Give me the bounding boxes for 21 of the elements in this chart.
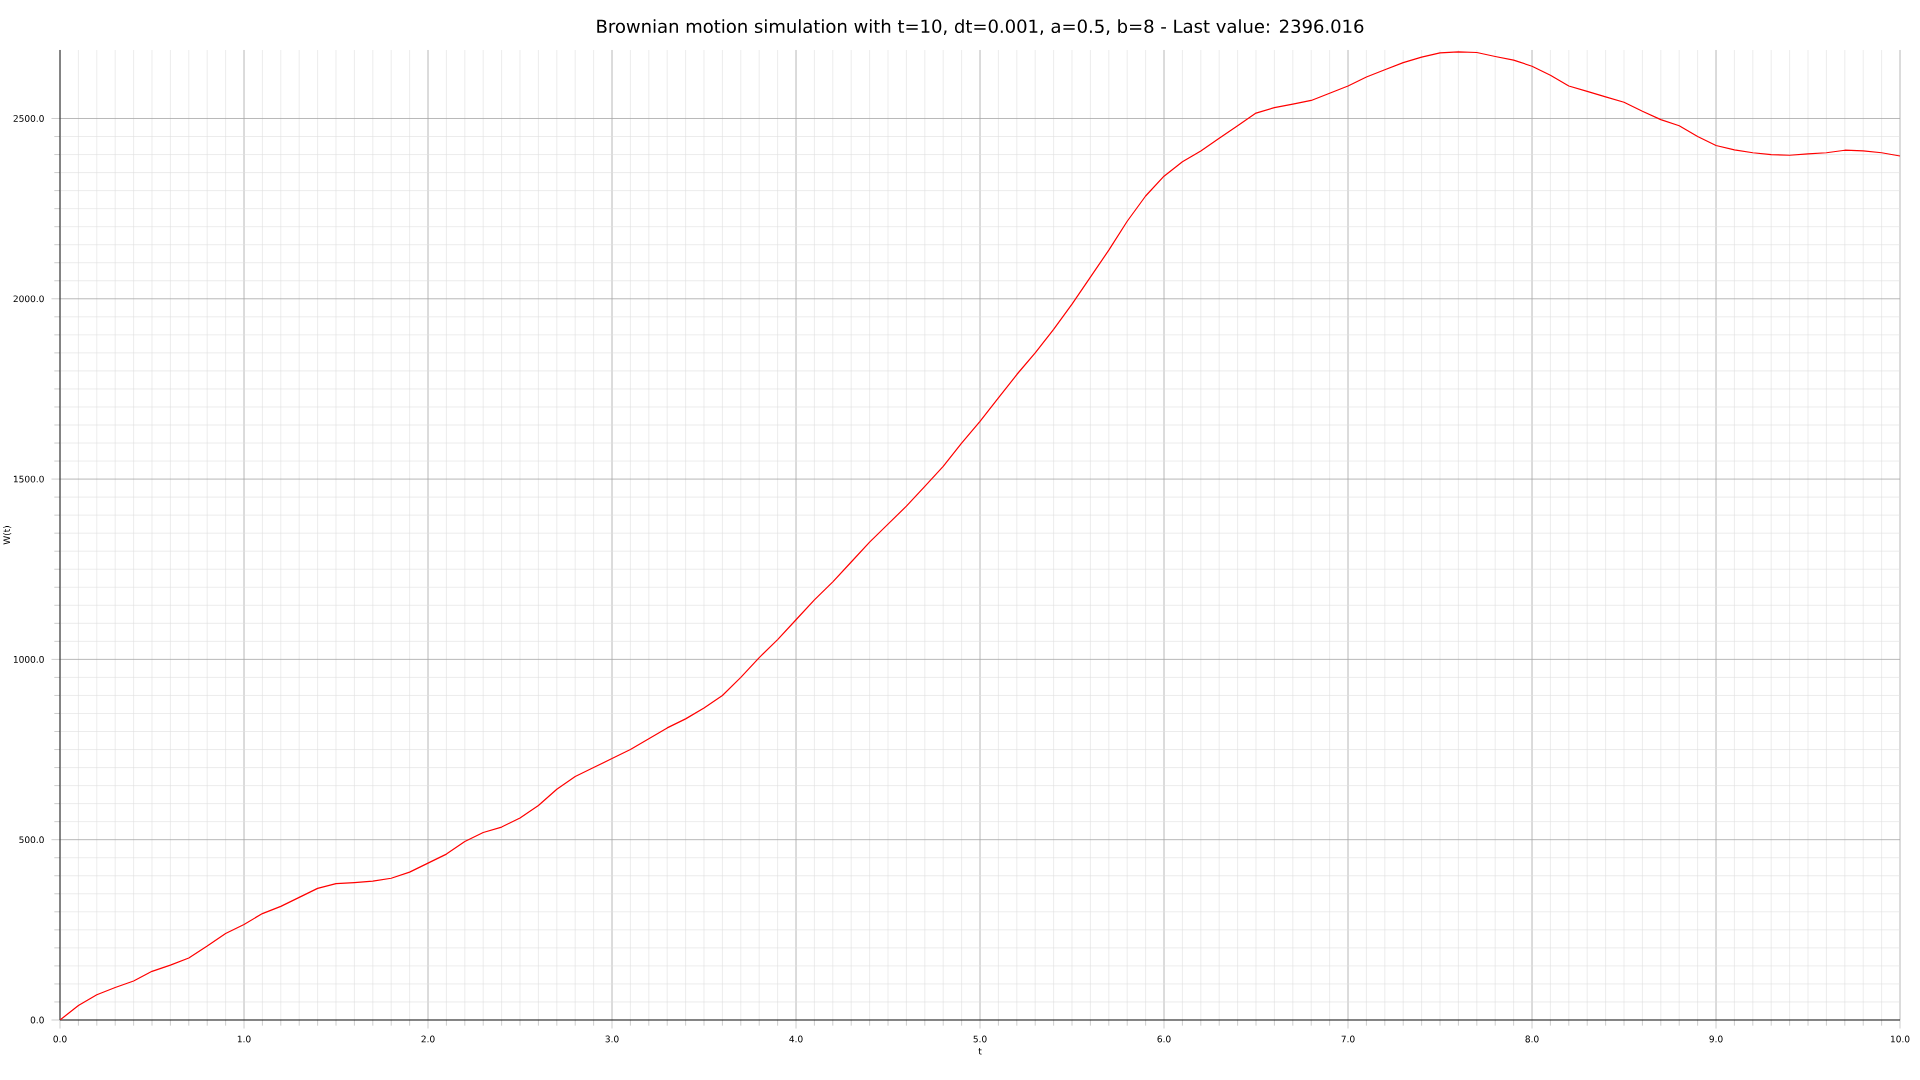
y-axis-title: W(t) bbox=[3, 526, 12, 545]
y-tick-label: 2000.0 bbox=[13, 295, 44, 303]
y-tick-label: 0.0 bbox=[30, 1016, 44, 1024]
x-tick-label: 2.0 bbox=[421, 1035, 435, 1043]
x-tick-label: 0.0 bbox=[53, 1035, 67, 1043]
x-axis-title: t bbox=[978, 1048, 982, 1055]
y-tick-label: 1000.0 bbox=[13, 655, 44, 663]
y-tick-label: 500.0 bbox=[19, 836, 44, 844]
x-tick-label: 3.0 bbox=[605, 1035, 619, 1043]
x-tick-label: 8.0 bbox=[1525, 1035, 1539, 1043]
x-tick-label: 1.0 bbox=[237, 1035, 251, 1043]
y-tick-label: 1500.0 bbox=[13, 475, 44, 483]
x-tick-label: 9.0 bbox=[1709, 1035, 1723, 1043]
x-tick-label: 5.0 bbox=[973, 1035, 987, 1043]
y-tick-label: 2500.0 bbox=[13, 115, 44, 122]
x-tick-label: 6.0 bbox=[1157, 1035, 1171, 1043]
chart-title: Brownian motion simulation with t=10, dt=0.001, a=0.5, b=8 - Last value: 2396.016 bbox=[597, 19, 1364, 35]
x-tick-label: 10.0 bbox=[1891, 1035, 1910, 1043]
line-series bbox=[60, 51, 1901, 1020]
x-tick-label: 7.0 bbox=[1341, 1035, 1355, 1043]
x-tick-label: 4.0 bbox=[789, 1035, 803, 1043]
